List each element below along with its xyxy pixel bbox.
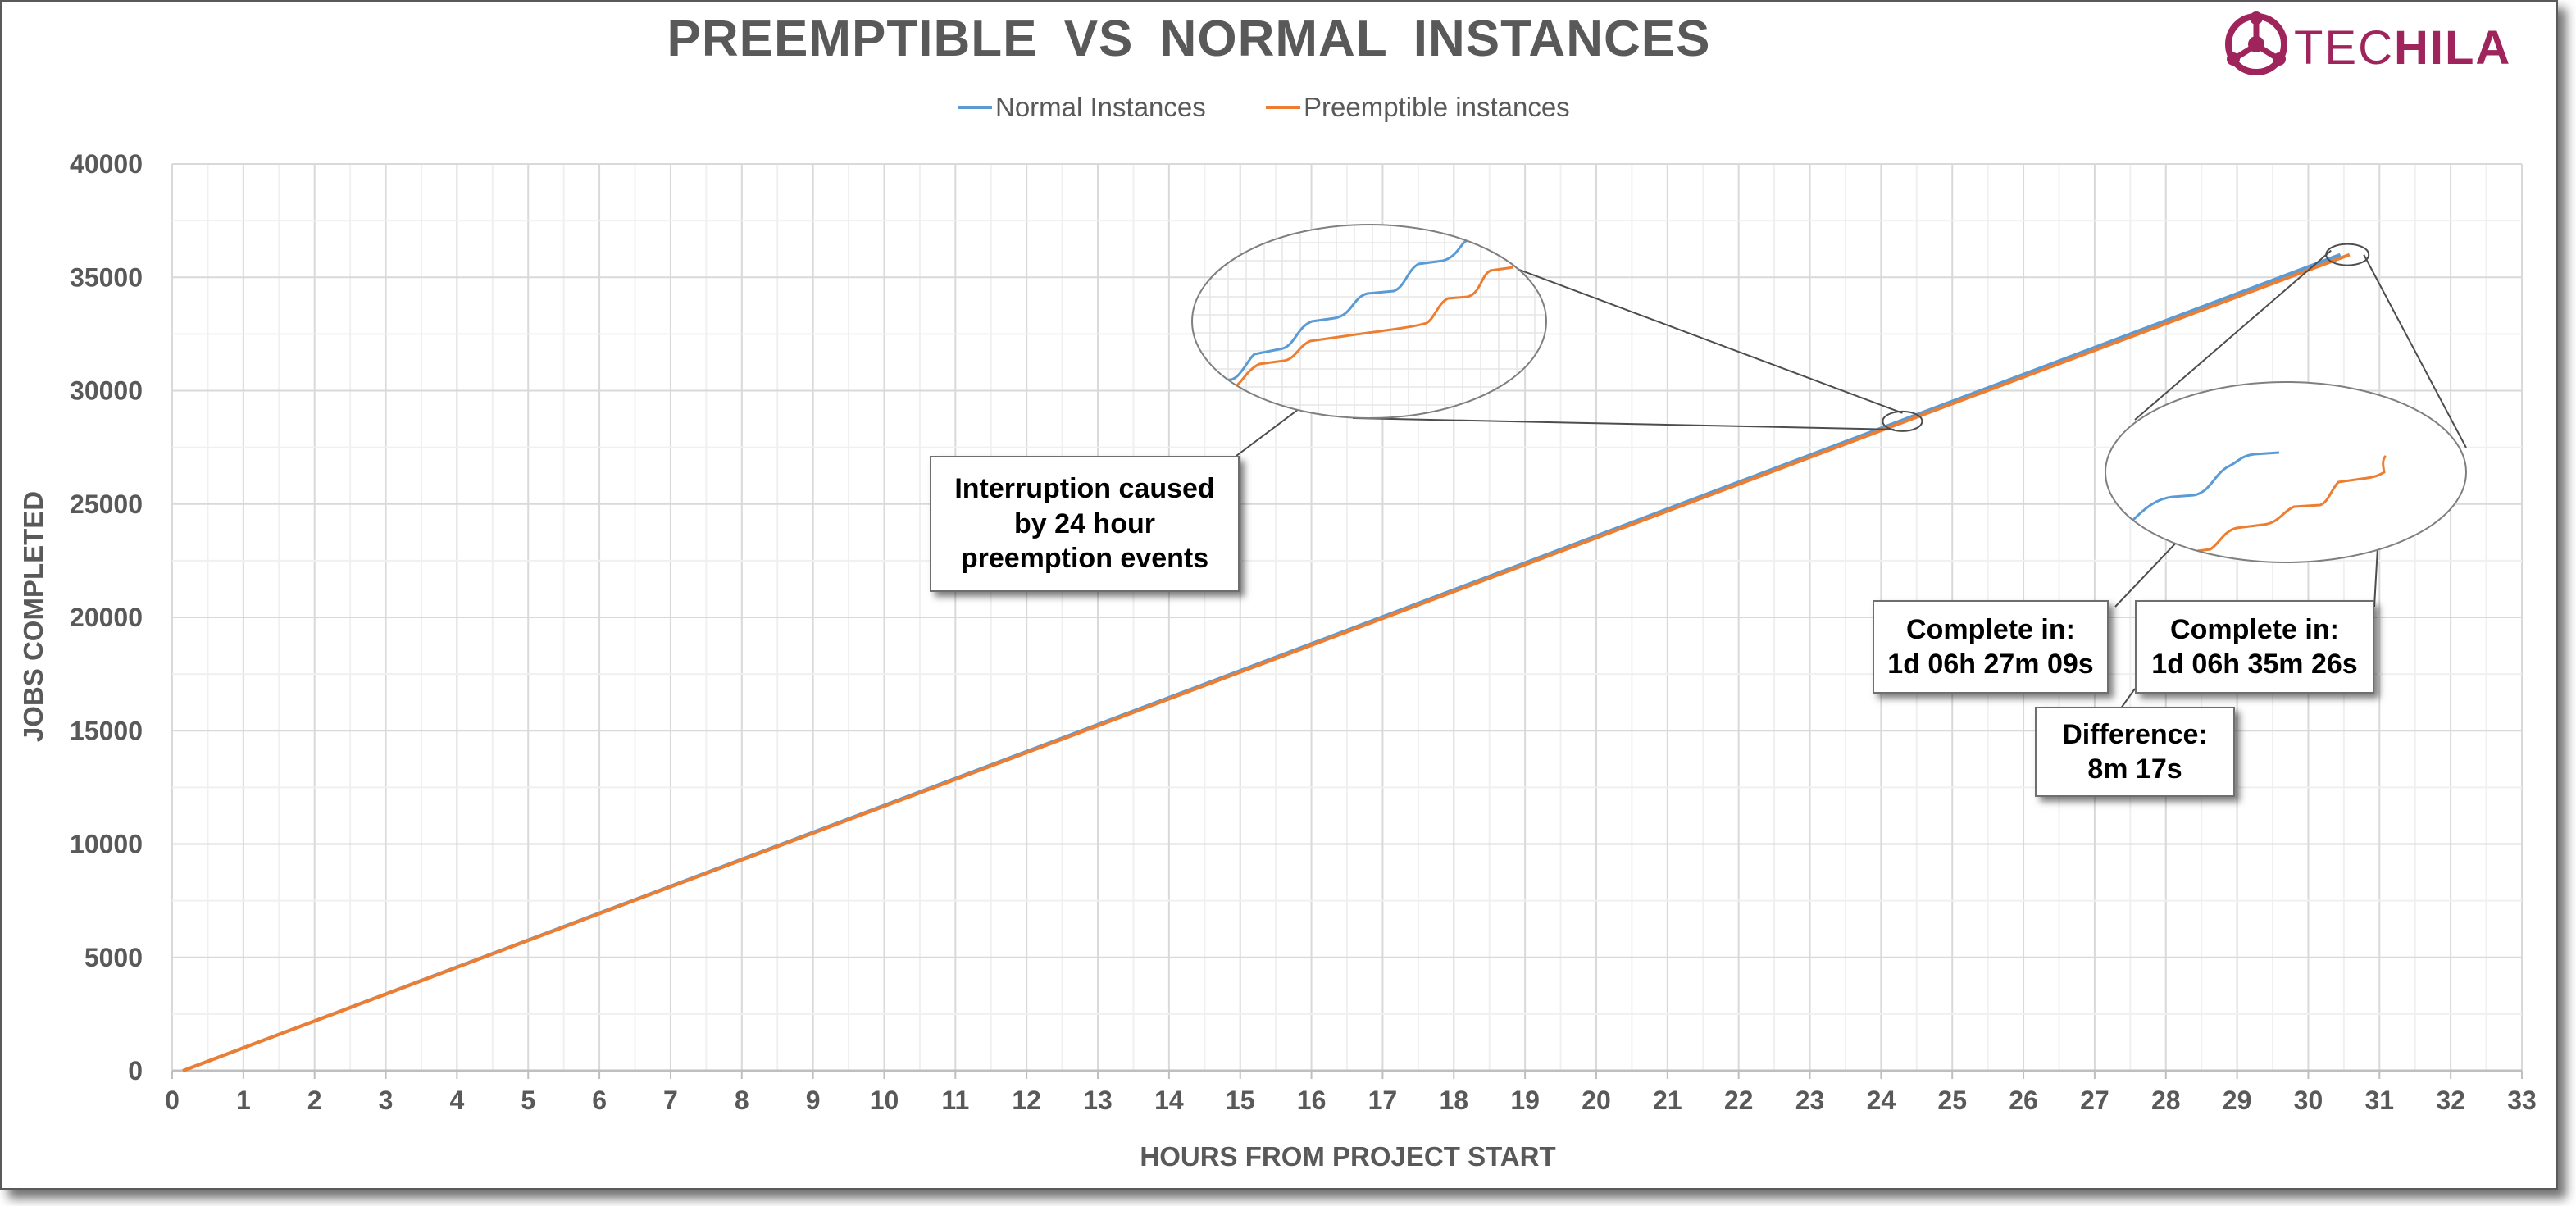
y-tick-label: 15000 (70, 716, 143, 745)
chart-axes (171, 1069, 2523, 1079)
x-tick-label: 19 (1510, 1085, 1540, 1115)
x-tick-label: 10 (870, 1085, 899, 1115)
annotation-normal-complete: Complete in: 1d 06h 27m 09s (1873, 600, 2109, 694)
zoom-detail-preemptible-line (2196, 454, 2387, 553)
x-tick-label: 20 (1582, 1085, 1611, 1115)
annotation-preemptible-complete: Complete in: 1d 06h 35m 26s (2135, 600, 2374, 694)
x-tick-label: 32 (2436, 1085, 2465, 1115)
annotation-interruption: Interruption caused by 24 hour preemptio… (930, 456, 1240, 592)
y-axis-title: JOBS COMPLETED (18, 491, 48, 742)
x-tick-label: 14 (1154, 1085, 1184, 1115)
annotation-normal-complete-line-1: Complete in: (1906, 613, 2075, 645)
x-tick-label: 15 (1226, 1085, 1255, 1115)
legend-item-normal: Normal Instances (958, 92, 1206, 123)
legend-swatch-normal (958, 106, 992, 109)
x-tick-label: 21 (1653, 1085, 1682, 1115)
zoom-connector (1450, 243, 1903, 414)
x-tick-label: 17 (1368, 1085, 1398, 1115)
x-tick-label: 25 (1937, 1085, 1967, 1115)
y-tick-label: 40000 (70, 149, 143, 179)
annotation-interruption-line-3: preemption events (960, 543, 1209, 575)
zoom-ellipse-2 (2105, 381, 2467, 563)
y-tick-label: 0 (128, 1056, 143, 1085)
x-tick-label: 23 (1795, 1085, 1825, 1115)
legend-label-normal: Normal Instances (995, 92, 1206, 122)
zoom-connector (2134, 249, 2332, 421)
annotation-difference: Difference: 8m 17s (2035, 707, 2235, 797)
x-tick-label: 13 (1083, 1085, 1113, 1115)
zoom-bg (1192, 225, 1546, 418)
annotation-interruption-line-2: by 24 hour (1014, 507, 1155, 539)
x-tick-label: 16 (1297, 1085, 1327, 1115)
zoom-connector (2363, 254, 2467, 448)
x-axis-title: HOURS FROM PROJECT START (1140, 1141, 1555, 1172)
x-tick-label: 2 (307, 1085, 322, 1115)
legend-swatch-preemptible (1266, 106, 1300, 109)
x-tick-label: 11 (941, 1085, 969, 1115)
techila-logo: TECHILA (2219, 7, 2563, 82)
x-tick-label: 9 (806, 1085, 821, 1115)
y-tick-label: 30000 (70, 376, 143, 406)
x-tick-label: 6 (592, 1085, 607, 1115)
annotation-difference-line-1: Difference: (2062, 718, 2208, 750)
x-tick-label: 18 (1439, 1085, 1468, 1115)
axis-titles: HOURS FROM PROJECT START JOBS COMPLETED (18, 491, 1556, 1172)
zoom-connector (1352, 417, 1895, 430)
zoom-detail-normal-line (2130, 451, 2280, 523)
zoom-detail-1 (1192, 225, 1546, 418)
x-tick-label: 8 (735, 1085, 749, 1115)
x-tick-label: 1 (236, 1085, 251, 1115)
x-tick-label: 29 (2223, 1085, 2252, 1115)
techila-logo-mark (2225, 11, 2287, 75)
y-tick-label: 10000 (70, 830, 143, 859)
x-tick-label: 24 (1867, 1085, 1896, 1115)
chart-series (182, 253, 2351, 1072)
y-tick-label: 20000 (70, 603, 143, 632)
zoom-detail-2 (2105, 382, 2466, 562)
legend-label-preemptible: Preemptible instances (1304, 92, 1570, 122)
x-tick-label: 33 (2507, 1085, 2537, 1115)
annotation-difference-line-2: 8m 17s (2087, 753, 2182, 785)
x-tick-label: 4 (449, 1085, 464, 1115)
logo-text-tec: TEC (2294, 21, 2394, 75)
annotation-interruption-line-1: Interruption caused (954, 473, 1215, 505)
zoom-magnifiers (1191, 224, 2467, 712)
zoom-detail-normal-line (1224, 238, 1470, 381)
y-tick-label: 5000 (84, 943, 143, 972)
x-tick-label: 28 (2151, 1085, 2181, 1115)
chart-ticks: 0 1 2 3 4 5 6 7 8 9 10 11 12 13 14 15 16 17 18 19 20 21 22 23 24… (70, 149, 2537, 1115)
chart-legend: Normal Instances Preemptible instances (0, 92, 2558, 133)
annotation-preemptible-complete-line-1: Complete in: (2170, 613, 2339, 645)
zoom-detail-preemptible-line (1232, 266, 1514, 390)
chart-frame (0, 0, 2558, 1190)
chart-title: PREEMPTIBLE VS NORMAL INSTANCES (667, 11, 1711, 67)
x-tick-label: 0 (165, 1085, 180, 1115)
annotation-preemptible-complete-line-2: 1d 06h 35m 26s (2151, 649, 2358, 680)
zoom-target-ellipse-1 (1882, 410, 1923, 432)
x-tick-label: 30 (2294, 1085, 2323, 1115)
x-tick-label: 22 (1724, 1085, 1754, 1115)
x-tick-label: 5 (521, 1085, 535, 1115)
zoom-ellipse-1 (1191, 224, 1547, 419)
series-line-preemptible-instances (182, 253, 2351, 1072)
y-tick-label: 35000 (70, 262, 143, 292)
x-tick-label: 26 (2009, 1085, 2038, 1115)
legend-item-preemptible: Preemptible instances (1266, 92, 1570, 123)
svg-text:TECHILA: TECHILA (2294, 21, 2511, 75)
x-tick-label: 7 (663, 1085, 678, 1115)
logo-text-hila: HILA (2394, 21, 2511, 75)
x-tick-label: 27 (2080, 1085, 2109, 1115)
x-tick-label: 3 (379, 1085, 394, 1115)
x-tick-label: 12 (1012, 1085, 1041, 1115)
x-tick-label: 31 (2365, 1085, 2395, 1115)
y-tick-label: 25000 (70, 489, 143, 519)
zoom-bg (2105, 382, 2466, 562)
annotation-normal-complete-line-2: 1d 06h 27m 09s (1887, 649, 2094, 680)
